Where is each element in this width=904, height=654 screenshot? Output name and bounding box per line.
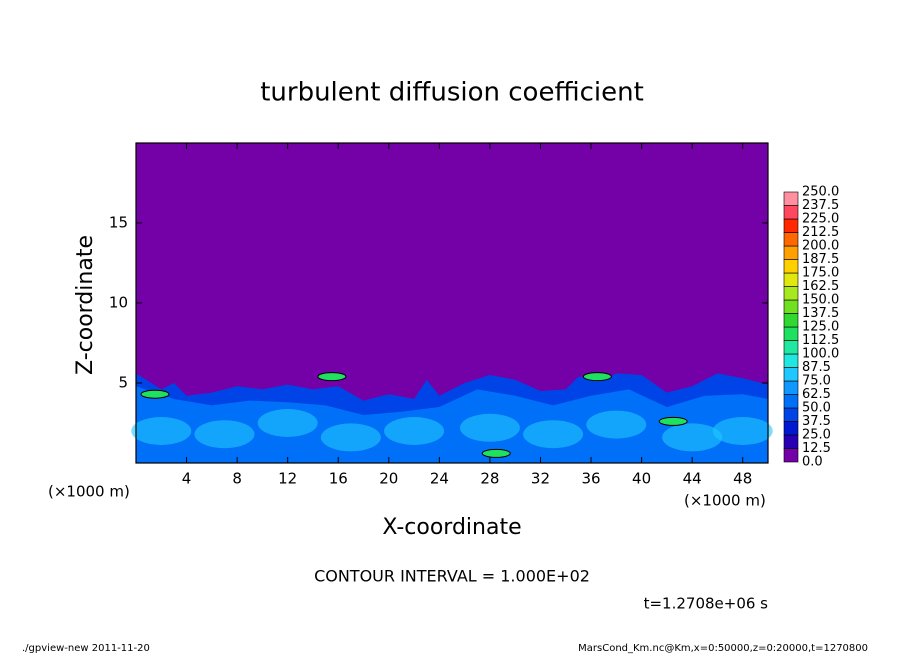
- colorbar-box: [783, 205, 799, 220]
- colorbar-label: 150.0: [802, 293, 839, 308]
- turbulent-streak: [582, 372, 612, 382]
- x-tick-label: 32: [531, 470, 550, 488]
- x-unit-label: (×1000 m): [684, 492, 766, 510]
- colorbar-label: 237.5: [802, 198, 839, 213]
- colorbar-label: 162.5: [802, 279, 839, 294]
- colorbar-label: 137.5: [802, 306, 839, 321]
- x-tick-label: 44: [683, 470, 702, 488]
- colorbar-box: [783, 313, 799, 328]
- colorbar-box: [783, 232, 799, 247]
- x-axis-label: X-coordinate: [382, 515, 521, 540]
- colorbar-label: 37.5: [802, 414, 831, 429]
- colorbar-box: [783, 394, 799, 409]
- colorbar-label: 225.0: [802, 212, 839, 227]
- turbulent-eddy: [384, 417, 445, 445]
- y-tick-label: 10: [109, 294, 128, 312]
- colorbar-box: [783, 421, 799, 436]
- colorbar-box: [783, 448, 799, 463]
- turbulent-streak: [481, 448, 511, 458]
- turbulent-eddy: [459, 413, 520, 442]
- colorbar-label: 0.0: [802, 455, 823, 470]
- colorbar-label: 250.0: [802, 185, 839, 200]
- colorbar-box: [783, 407, 799, 422]
- colorbar-label: 75.0: [802, 374, 831, 389]
- colorbar-box: [783, 367, 799, 382]
- x-tick-label: 28: [480, 470, 499, 488]
- x-tick-label: 12: [278, 470, 297, 488]
- y-unit-label: (×1000 m): [48, 483, 130, 501]
- turbulent-streak: [317, 372, 347, 382]
- turbulent-eddy: [712, 417, 773, 445]
- colorbar-label: 200.0: [802, 239, 839, 254]
- x-tick-label: 40: [632, 470, 651, 488]
- colorbar-box: [783, 434, 799, 449]
- colorbar-box: [783, 326, 799, 341]
- turbulent-eddy: [586, 410, 647, 439]
- y-tick-label: 15: [109, 214, 128, 232]
- turbulent-streak: [658, 416, 688, 426]
- annotation: CONTOUR INTERVAL = 1.000E+02: [314, 567, 590, 586]
- turbulent-eddy: [194, 420, 255, 449]
- colorbar-label: 100.0: [802, 347, 839, 362]
- x-tick-label: 20: [379, 470, 398, 488]
- colorbar-label: 212.5: [802, 225, 839, 240]
- colorbar-box: [783, 245, 799, 260]
- colorbar-label: 187.5: [802, 252, 839, 267]
- turbulent-streak: [140, 389, 170, 399]
- plot-area: [131, 142, 773, 464]
- turbulent-eddy: [662, 423, 723, 452]
- colorbar-box: [783, 259, 799, 274]
- x-tick-label: 48: [733, 470, 752, 488]
- y-tick-label: 5: [118, 374, 128, 392]
- x-tick-label: 36: [581, 470, 600, 488]
- turbulent-eddy: [257, 409, 318, 437]
- colorbar-box: [783, 272, 799, 287]
- turbulent-eddy: [131, 417, 192, 445]
- y-axis-label: Z-coordinate: [73, 235, 98, 375]
- turbulent-eddy: [320, 423, 381, 452]
- x-tick-label: 4: [182, 470, 192, 488]
- x-tick-label: 8: [232, 470, 242, 488]
- colorbar-label: 12.5: [802, 441, 831, 456]
- x-tick-label: 24: [430, 470, 449, 488]
- colorbar-box: [783, 286, 799, 301]
- colorbar-box: [783, 218, 799, 233]
- colorbar-label: 50.0: [802, 401, 831, 416]
- footer-left: ./gpview-new 2011-11-20: [22, 643, 150, 654]
- turbulent-core: [136, 386, 768, 463]
- colorbar-box: [783, 380, 799, 395]
- colorbar-label: 87.5: [802, 360, 831, 375]
- x-tick-label: 16: [329, 470, 348, 488]
- time-label: t=1.2708e+06 s: [644, 595, 769, 613]
- chart-title: turbulent diffusion coefficient: [260, 78, 644, 108]
- colorbar-box: [783, 191, 799, 206]
- colorbar-label: 25.0: [802, 428, 831, 443]
- turbulent-eddy: [523, 420, 584, 449]
- colorbar-label: 62.5: [802, 387, 831, 402]
- colorbar-box: [783, 353, 799, 368]
- colorbar-label: 125.0: [802, 320, 839, 335]
- colorbar-label: 175.0: [802, 266, 839, 281]
- colorbar-label: 112.5: [802, 333, 839, 348]
- colorbar-box: [783, 299, 799, 314]
- footer-right: MarsCond_Km.nc@Km,x=0:50000,z=0:20000,t=…: [578, 643, 868, 654]
- colorbar-box: [783, 340, 799, 355]
